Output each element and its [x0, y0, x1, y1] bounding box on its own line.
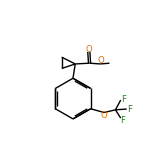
Text: O: O [85, 45, 92, 54]
Text: F: F [121, 95, 126, 104]
Text: O: O [100, 111, 107, 120]
Text: O: O [97, 56, 104, 66]
Text: F: F [120, 116, 125, 125]
Text: F: F [127, 105, 132, 114]
